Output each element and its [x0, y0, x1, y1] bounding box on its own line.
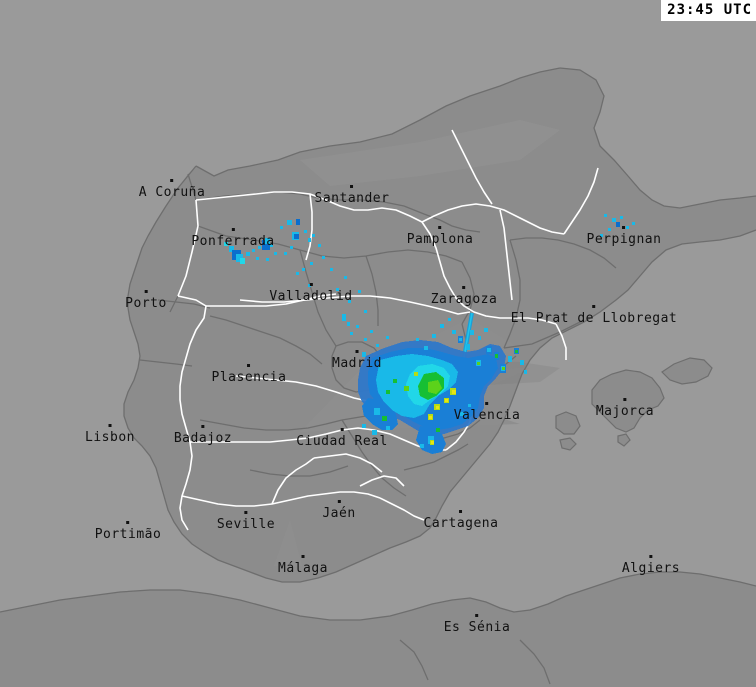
island-menorca: [661, 357, 713, 385]
region-border-andalusia-e: [341, 419, 407, 497]
border-catalonia-white: [555, 323, 567, 360]
region-border-cyl-east: [461, 261, 475, 325]
island-formentera: [559, 437, 577, 451]
border-tagus-white: [206, 293, 337, 307]
coastline-cantabrian: [123, 165, 756, 583]
region-border-aragon-e: [503, 239, 521, 349]
region-border-cyl-south: [197, 225, 463, 263]
border-portugal-spain: [177, 295, 207, 531]
border-spain-france-inner: [559, 67, 756, 209]
border-north-portugal: [177, 199, 199, 297]
echo-cluster-leon: [224, 219, 367, 313]
island-majorca: [591, 369, 665, 433]
border-nw-white: [305, 193, 313, 261]
coastline-africa: [0, 571, 756, 621]
border-france-inner-1: [499, 209, 513, 301]
border-france-inner-2: [563, 167, 599, 235]
border-duero-white: [239, 295, 471, 315]
border-galicia-white: [195, 191, 423, 223]
region-border-andalusia-inner: [249, 465, 349, 477]
border-france-inner-3: [451, 129, 493, 205]
islet-cabrera: [617, 433, 631, 447]
region-border-cantabria: [317, 197, 425, 215]
echo-cluster-valencia-lamancha: [358, 318, 527, 454]
region-border-africa-2: [519, 639, 551, 685]
region-border-portugal-inner1: [157, 299, 211, 309]
island-ibiza: [555, 411, 581, 435]
border-guadiana-white: [190, 427, 446, 451]
region-border-murcia: [403, 443, 469, 471]
border-ebro-white: [421, 221, 557, 325]
region-border-extremadura: [209, 315, 323, 365]
echo-cluster-meseta: [342, 314, 389, 357]
border-andalusia-white: [181, 491, 381, 507]
region-border-cyl-inner2: [365, 255, 379, 326]
landmass-balearics: [555, 357, 713, 451]
border-jaen-white: [313, 453, 383, 473]
region-border-africa-1: [399, 639, 429, 681]
border-guadalquivir-white: [271, 457, 315, 505]
region-border-catalonia-s: [503, 319, 585, 349]
border-murcia-white: [379, 497, 425, 521]
timestamp-badge: 23:45 UTC: [661, 0, 756, 21]
border-sierra-white: [359, 475, 405, 487]
shading-pyrenees-north: [300, 120, 560, 186]
shadow-wedge-malaga: [274, 520, 302, 566]
region-border-basque: [423, 213, 481, 233]
border-spain-france-white: [421, 203, 565, 235]
coastline-iberia: [195, 67, 561, 177]
region-border-extremadura-s: [199, 419, 343, 431]
region-border-catalonia-w: [509, 237, 617, 269]
echo-cluster-perpignan: [600, 214, 635, 237]
